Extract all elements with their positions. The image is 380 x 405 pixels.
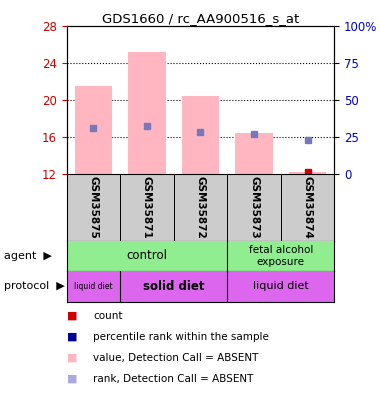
Bar [289, 172, 326, 174]
Title: GDS1660 / rc_AA900516_s_at: GDS1660 / rc_AA900516_s_at [102, 12, 299, 25]
Text: control: control [127, 249, 167, 262]
Text: GSM35872: GSM35872 [195, 176, 206, 239]
Text: percentile rank within the sample: percentile rank within the sample [93, 332, 269, 342]
Text: ■: ■ [66, 311, 77, 321]
Text: solid diet: solid diet [143, 280, 204, 293]
Bar [235, 132, 273, 174]
Text: fetal alcohol
exposure: fetal alcohol exposure [249, 245, 313, 267]
Bar [182, 96, 219, 174]
Text: liquid diet: liquid diet [74, 282, 112, 291]
Text: GSM35874: GSM35874 [302, 176, 313, 239]
Text: GSM35871: GSM35871 [142, 176, 152, 239]
Text: ■: ■ [66, 353, 77, 363]
Text: GSM35875: GSM35875 [88, 176, 98, 239]
Bar [128, 52, 166, 174]
Text: GSM35873: GSM35873 [249, 176, 259, 239]
Text: agent  ▶: agent ▶ [4, 251, 52, 261]
Text: liquid diet: liquid diet [253, 281, 309, 292]
Text: protocol  ▶: protocol ▶ [4, 281, 65, 292]
Text: ■: ■ [66, 332, 77, 342]
Bar [74, 86, 112, 174]
Text: rank, Detection Call = ABSENT: rank, Detection Call = ABSENT [93, 374, 253, 384]
Text: ■: ■ [66, 374, 77, 384]
Text: value, Detection Call = ABSENT: value, Detection Call = ABSENT [93, 353, 258, 363]
Text: count: count [93, 311, 123, 321]
